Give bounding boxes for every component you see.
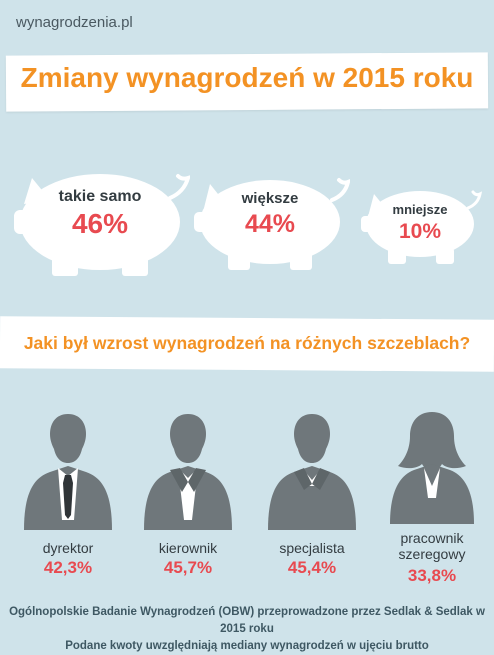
footer-line1: Ogólnopolskie Badanie Wynagrodzeń (OBW) … bbox=[9, 606, 485, 635]
section-title: Jaki był wzrost wynagrodzeń na różnych s… bbox=[23, 333, 471, 353]
person-director bbox=[20, 412, 116, 530]
piggy-bank-icon bbox=[361, 190, 482, 264]
person-specialist bbox=[264, 412, 360, 530]
change-label: większe bbox=[241, 190, 299, 207]
role-label-line1: pracownik bbox=[400, 530, 464, 546]
change-value: 44% bbox=[244, 210, 296, 238]
piggy-bank-more: większe 44% bbox=[190, 166, 350, 270]
role-value: 45,4% bbox=[287, 558, 337, 577]
top-bar bbox=[0, 0, 494, 48]
manager-icon bbox=[144, 414, 232, 530]
page-title: Zmiany wynagrodzeń w 2015 roku bbox=[20, 62, 474, 93]
piggy-bank-icon bbox=[14, 174, 190, 276]
change-value: 10% bbox=[398, 220, 442, 243]
site-name: wynagrodzenia.pl bbox=[16, 14, 133, 31]
piggy-bank-same: takie samo 46% bbox=[10, 158, 190, 276]
role-label: kierownik bbox=[158, 540, 218, 556]
businesswoman-icon bbox=[390, 412, 474, 524]
change-label: mniejsze bbox=[392, 202, 448, 217]
specialist-icon bbox=[268, 414, 356, 530]
role-value: 42,3% bbox=[43, 558, 93, 577]
piggy-bank-icon bbox=[194, 178, 350, 270]
role-label-two-line: pracownik szeregowy bbox=[378, 530, 486, 562]
role-value: 33,8% bbox=[407, 566, 457, 585]
piggy-bank-less: mniejsze 10% bbox=[358, 180, 482, 264]
role-value: 45,7% bbox=[163, 558, 213, 577]
footer-note: Ogólnopolskie Badanie Wynagrodzeń (OBW) … bbox=[0, 604, 494, 655]
role-label-line2: szeregowy bbox=[398, 546, 466, 562]
businessman-icon bbox=[24, 414, 112, 530]
role-label: dyrektor bbox=[42, 540, 94, 556]
person-manager bbox=[140, 412, 236, 530]
person-employee bbox=[382, 410, 482, 524]
role-label: specjalista bbox=[279, 540, 345, 556]
change-value: 46% bbox=[71, 208, 129, 239]
change-label: takie samo bbox=[58, 188, 142, 205]
footer-line2: Podane kwoty uwzględniają mediany wynagr… bbox=[65, 640, 429, 652]
